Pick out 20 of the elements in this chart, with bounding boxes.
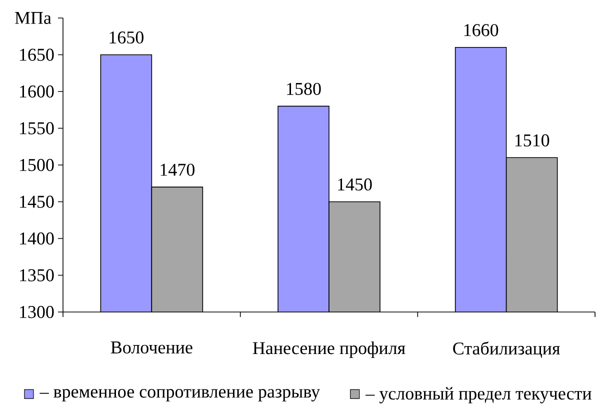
y-tick-label: 1500 — [20, 158, 54, 172]
legend-label: – временное сопротивление разрыву — [40, 389, 320, 402]
y-tick-label: 1400 — [20, 232, 54, 245]
legend-label: – условный предел текучести — [366, 387, 592, 404]
data-label: 1660 — [464, 24, 498, 36]
y-tick-label: 1600 — [20, 85, 54, 98]
y-tick-label: 1450 — [20, 196, 54, 208]
y-tick-label: 1300 — [20, 306, 54, 318]
x-tick-label: Волочение — [110, 342, 192, 354]
data-label: 1450 — [338, 178, 372, 191]
y-tick-label: 1350 — [20, 269, 54, 282]
x-tick-label: Стабилизация — [453, 342, 560, 358]
data-label: 1510 — [515, 134, 550, 146]
data-label: 1650 — [110, 31, 144, 44]
data-label: 1580 — [287, 82, 321, 95]
y-tick-label: 1550 — [20, 122, 54, 134]
y-axis-title: МПа — [14, 12, 52, 24]
y-tick-label: 1650 — [20, 48, 54, 61]
x-tick-label: Нанесение профиля — [252, 342, 406, 358]
data-label: 1470 — [160, 164, 194, 176]
